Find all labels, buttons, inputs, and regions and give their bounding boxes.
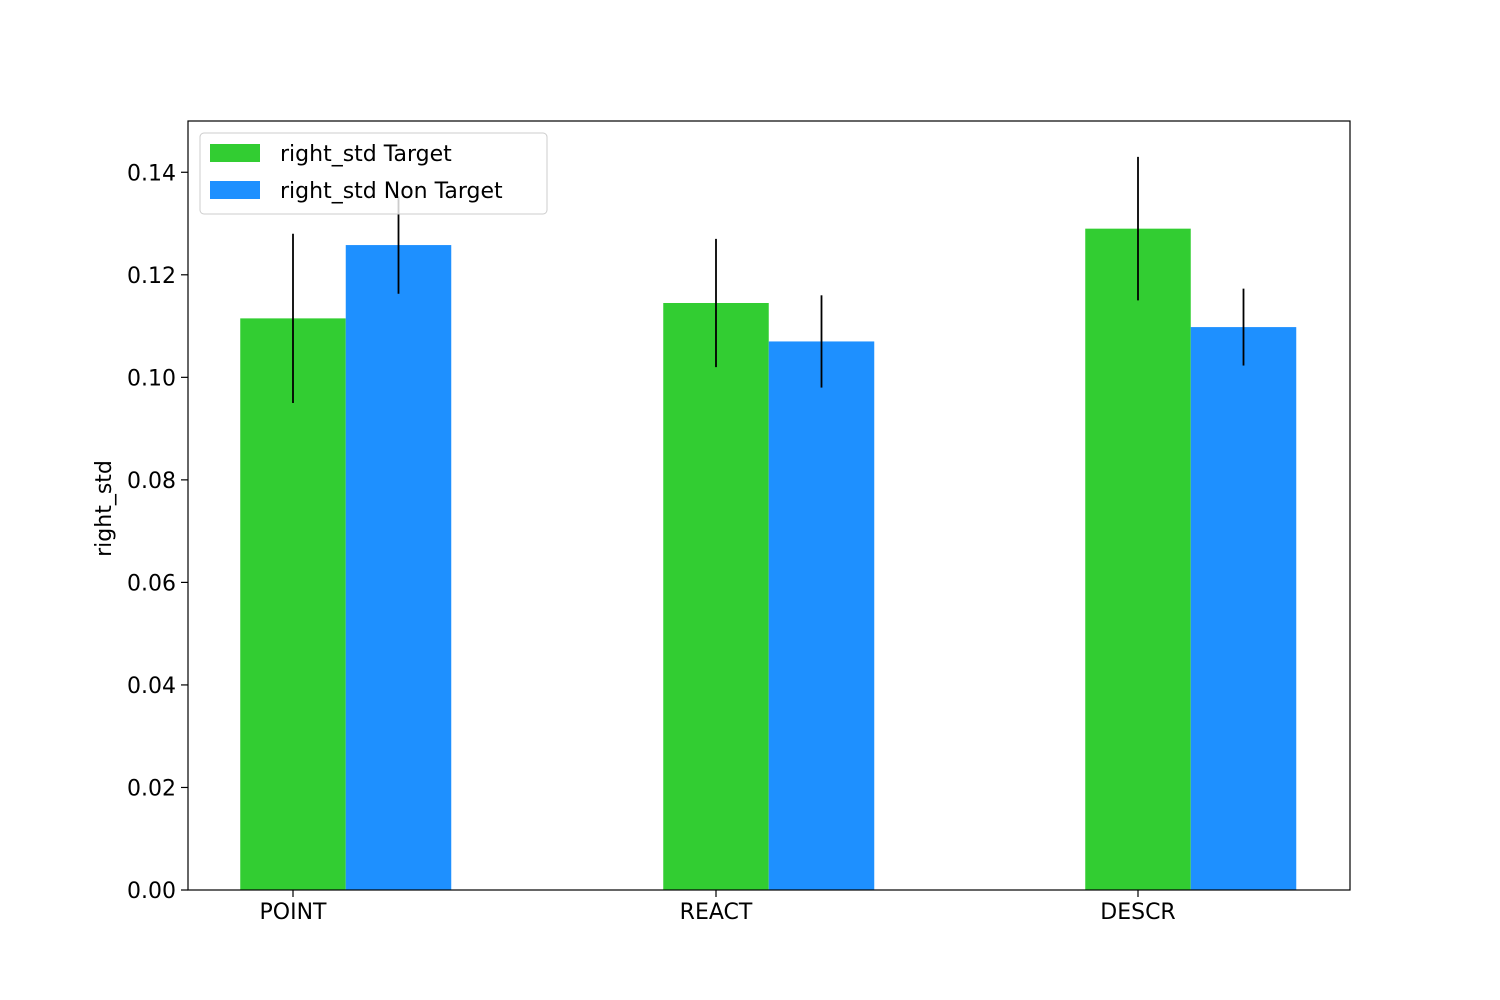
- y-tick-label: 0.12: [127, 264, 176, 289]
- x-axis: POINT REACT DESCR: [260, 890, 1176, 925]
- y-axis: 0.00 0.02 0.04 0.06 0.08 0.10 0.12 0.14: [127, 161, 188, 904]
- x-tick-label: POINT: [260, 900, 328, 925]
- y-tick-label: 0.14: [127, 161, 176, 186]
- bar: [1190, 327, 1297, 890]
- legend-box: [199, 132, 548, 215]
- y-tick-label: 0.02: [127, 776, 176, 801]
- bar: [345, 245, 452, 891]
- y-tick-label: 0.10: [127, 366, 176, 391]
- legend-label: right_std Non Target: [280, 179, 503, 204]
- y-axis-title: right_std: [92, 460, 117, 557]
- y-tick-label: 0.08: [127, 469, 176, 494]
- legend-swatch: [210, 144, 260, 162]
- bar: [240, 318, 346, 890]
- y-tick-label: 0.00: [127, 879, 176, 904]
- x-tick-label: DESCR: [1100, 900, 1175, 925]
- x-tick-label: REACT: [680, 900, 753, 925]
- bar: [768, 341, 875, 890]
- bar: [1085, 228, 1191, 890]
- legend-label: right_std Target: [280, 142, 452, 167]
- y-tick-label: 0.06: [127, 571, 176, 596]
- bars-layer: [240, 228, 1297, 891]
- bar: [663, 302, 769, 890]
- plot-frame: [187, 120, 1351, 891]
- legend: right_std Target right_std Non Target: [199, 132, 548, 215]
- error-bars-layer: [292, 156, 1245, 403]
- legend-swatch: [210, 181, 260, 199]
- y-tick-label: 0.04: [127, 674, 176, 699]
